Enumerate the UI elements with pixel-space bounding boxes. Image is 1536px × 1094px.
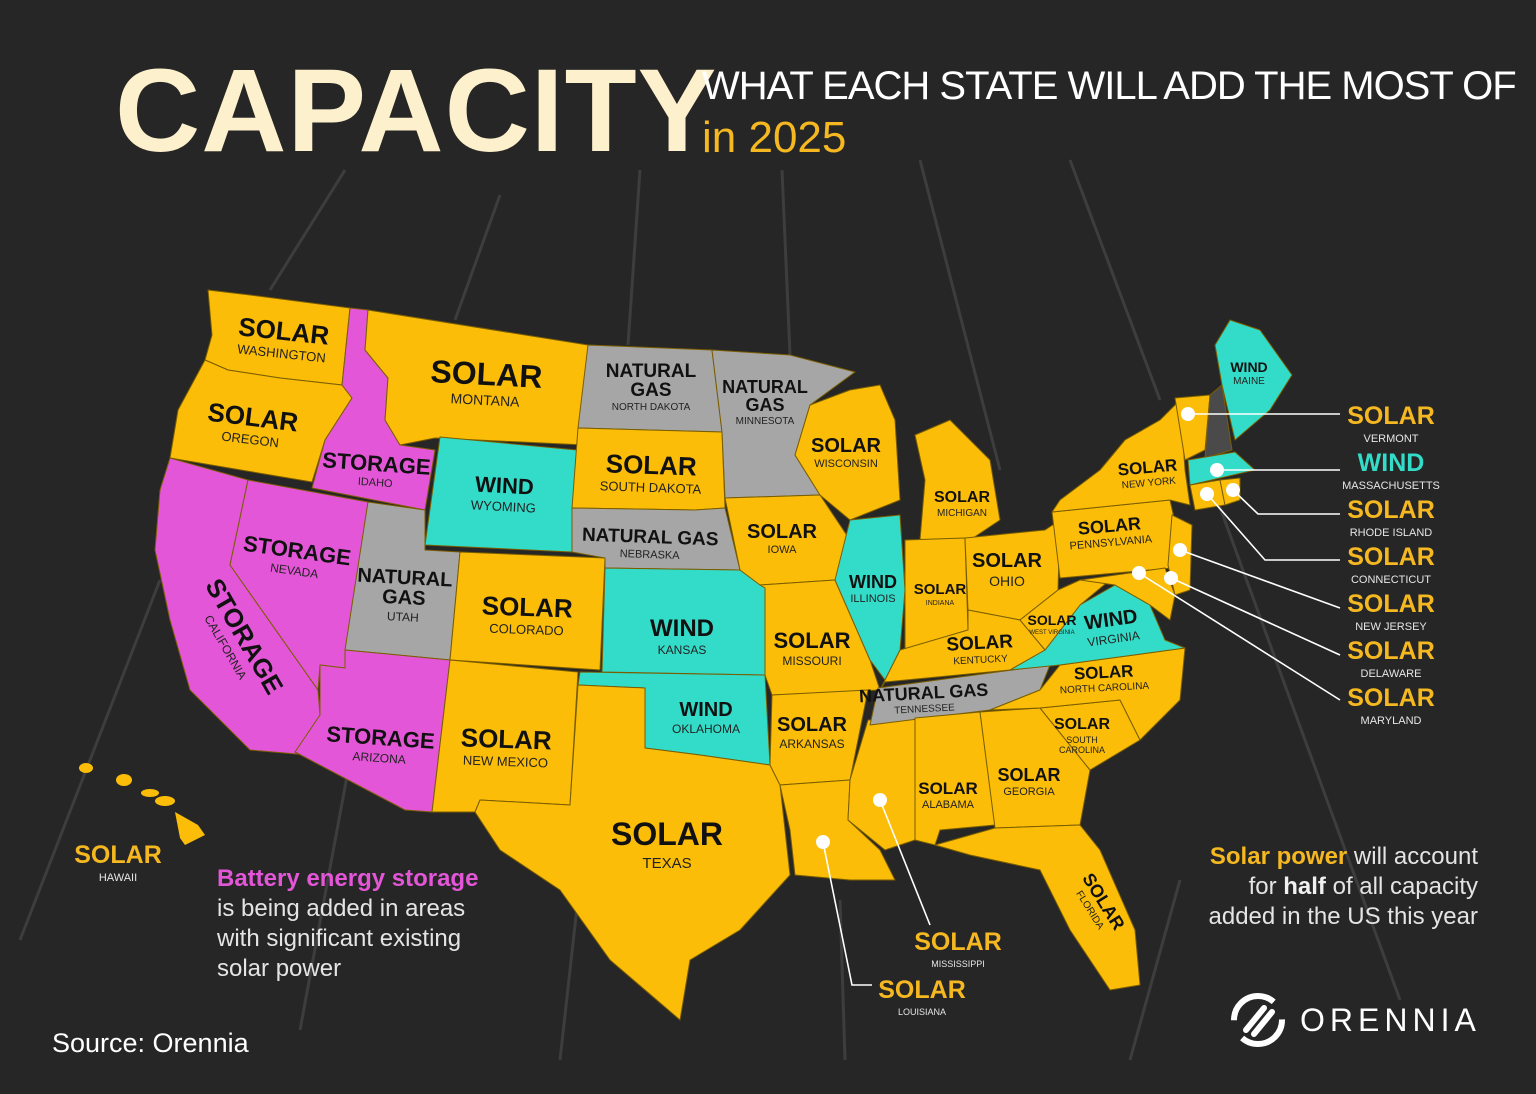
label-south-carolina: SOLAR SOUTH CAROLINA — [1054, 716, 1110, 755]
callout-new-jersey: SOLAR NEW JERSEY — [1347, 590, 1435, 633]
label-west-virginia: SOLAR WEST VIRGINIA — [1027, 612, 1077, 636]
label-oklahoma: WIND OKLAHOMA — [671, 699, 741, 736]
label-arizona: STORAGE ARIZONA — [325, 721, 436, 767]
storage-note-line: is being added in areas — [217, 895, 466, 922]
decorative-rays — [18, 159, 1402, 1061]
label-north-carolina: SOLAR NORTH CAROLINA — [1059, 661, 1150, 697]
label-wyoming: WIND WYOMING — [470, 471, 537, 516]
label-utah: NATURAL GAS UTAH — [356, 564, 454, 625]
label-washington: SOLAR WASHINGTON — [236, 311, 331, 366]
label-texas: SOLAR TEXAS — [611, 816, 723, 872]
label-new-mexico: SOLAR NEW MEXICO — [460, 722, 553, 771]
page-title: CAPACITY — [115, 45, 718, 177]
state-maine[interactable] — [1214, 319, 1293, 441]
solar-note: Solar power will account for half of all… — [1209, 842, 1479, 932]
solar-note-text: for — [1248, 873, 1284, 900]
page-subtitle: WHAT EACH STATE WILL ADD THE MOST OF — [702, 64, 1517, 108]
solar-note-bold: half — [1283, 873, 1326, 900]
label-indiana: SOLAR INDIANA — [913, 581, 967, 607]
callout-lines — [822, 413, 1341, 986]
label-missouri: SOLAR MISSOURI — [773, 628, 851, 668]
solar-note-text: of all capacity — [1325, 873, 1478, 900]
label-colorado: SOLAR COLORADO — [481, 590, 574, 639]
label-virginia: WIND VIRGINIA — [1083, 605, 1141, 650]
state-hawaii[interactable] — [79, 763, 205, 845]
state-new-hampshire[interactable] — [1204, 384, 1233, 459]
solar-note-text: added in the US this year — [1208, 903, 1479, 930]
callout-vermont: SOLAR VERMONT — [1347, 402, 1435, 445]
label-kentucky: SOLAR KENTUCKY — [945, 631, 1014, 668]
storage-note-highlight: Battery energy storage — [217, 865, 479, 892]
source-credit: Source: Orennia — [52, 1028, 249, 1058]
callout-massachusetts: WIND MASSACHUSETTS — [1342, 449, 1440, 492]
orennia-logo-text: ORENNIA — [1300, 1001, 1481, 1038]
storage-note-line: with significant existing — [217, 925, 462, 952]
label-north-dakota: NATURAL GAS NORTH DAKOTA — [605, 361, 697, 413]
callout-connecticut: SOLAR CONNECTICUT — [1347, 543, 1435, 586]
label-kansas: WIND KANSAS — [650, 615, 714, 657]
label-georgia: SOLAR GEORGIA — [997, 765, 1061, 798]
label-south-dakota: SOLAR SOUTH DAKOTA — [599, 448, 702, 497]
label-minnesota: NATURAL GAS MINNESOTA — [722, 377, 808, 427]
state-florida[interactable] — [934, 824, 1141, 991]
callout-louisiana: SOLAR LOUISIANA — [878, 976, 966, 1017]
callout-maryland: SOLAR MARYLAND — [1347, 684, 1435, 727]
page-year: in 2025 — [702, 113, 847, 162]
label-idaho: STORAGE IDAHO — [321, 447, 432, 491]
label-michigan: SOLAR MICHIGAN — [934, 489, 990, 519]
label-arkansas: SOLAR ARKANSAS — [777, 714, 847, 751]
label-maine: WIND MAINE — [1230, 359, 1268, 387]
label-illinois: WIND ILLINOIS — [849, 572, 897, 605]
state-texas[interactable] — [474, 684, 791, 1021]
label-new-york: SOLAR NEW YORK — [1116, 455, 1178, 492]
solar-note-text: will account — [1347, 843, 1478, 870]
storage-note-line: solar power — [217, 955, 342, 982]
callout-delaware: SOLAR DELAWARE — [1347, 637, 1435, 680]
orennia-logo: ORENNIA — [1230, 992, 1481, 1048]
label-ohio: SOLAR OHIO — [972, 550, 1042, 589]
label-wisconsin: SOLAR WISCONSIN — [811, 435, 881, 470]
label-nebraska: NATURAL GAS NEBRASKA — [581, 524, 719, 563]
label-iowa: SOLAR IOWA — [747, 521, 817, 556]
state-wisconsin[interactable] — [794, 384, 901, 521]
callout-mississippi: SOLAR MISSISSIPPI — [914, 928, 1002, 969]
solar-note-highlight: Solar power — [1209, 843, 1348, 870]
label-montana: SOLAR MONTANA — [429, 353, 544, 410]
storage-note: Battery energy storage is being added in… — [217, 864, 478, 984]
callout-dots — [816, 407, 1240, 849]
callout-rhode-island: SOLAR RHODE ISLAND — [1347, 496, 1435, 539]
label-alabama: SOLAR ALABAMA — [918, 779, 978, 811]
callout-hawaii: SOLAR HAWAII — [74, 841, 162, 884]
orennia-logo-icon — [1231, 993, 1285, 1047]
state-colorado[interactable] — [449, 551, 606, 671]
state-michigan[interactable] — [914, 419, 1001, 541]
